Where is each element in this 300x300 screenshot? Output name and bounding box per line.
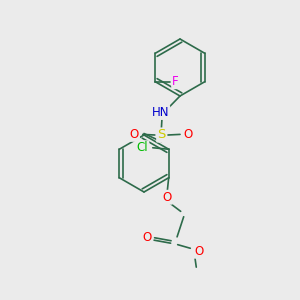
Text: F: F bbox=[172, 75, 179, 88]
Text: HN: HN bbox=[152, 106, 169, 119]
Text: O: O bbox=[184, 128, 193, 141]
Text: O: O bbox=[194, 245, 203, 258]
Text: O: O bbox=[142, 231, 152, 244]
Text: S: S bbox=[157, 128, 166, 142]
Text: O: O bbox=[130, 128, 139, 141]
Text: O: O bbox=[163, 191, 172, 204]
Text: Cl: Cl bbox=[137, 141, 148, 154]
